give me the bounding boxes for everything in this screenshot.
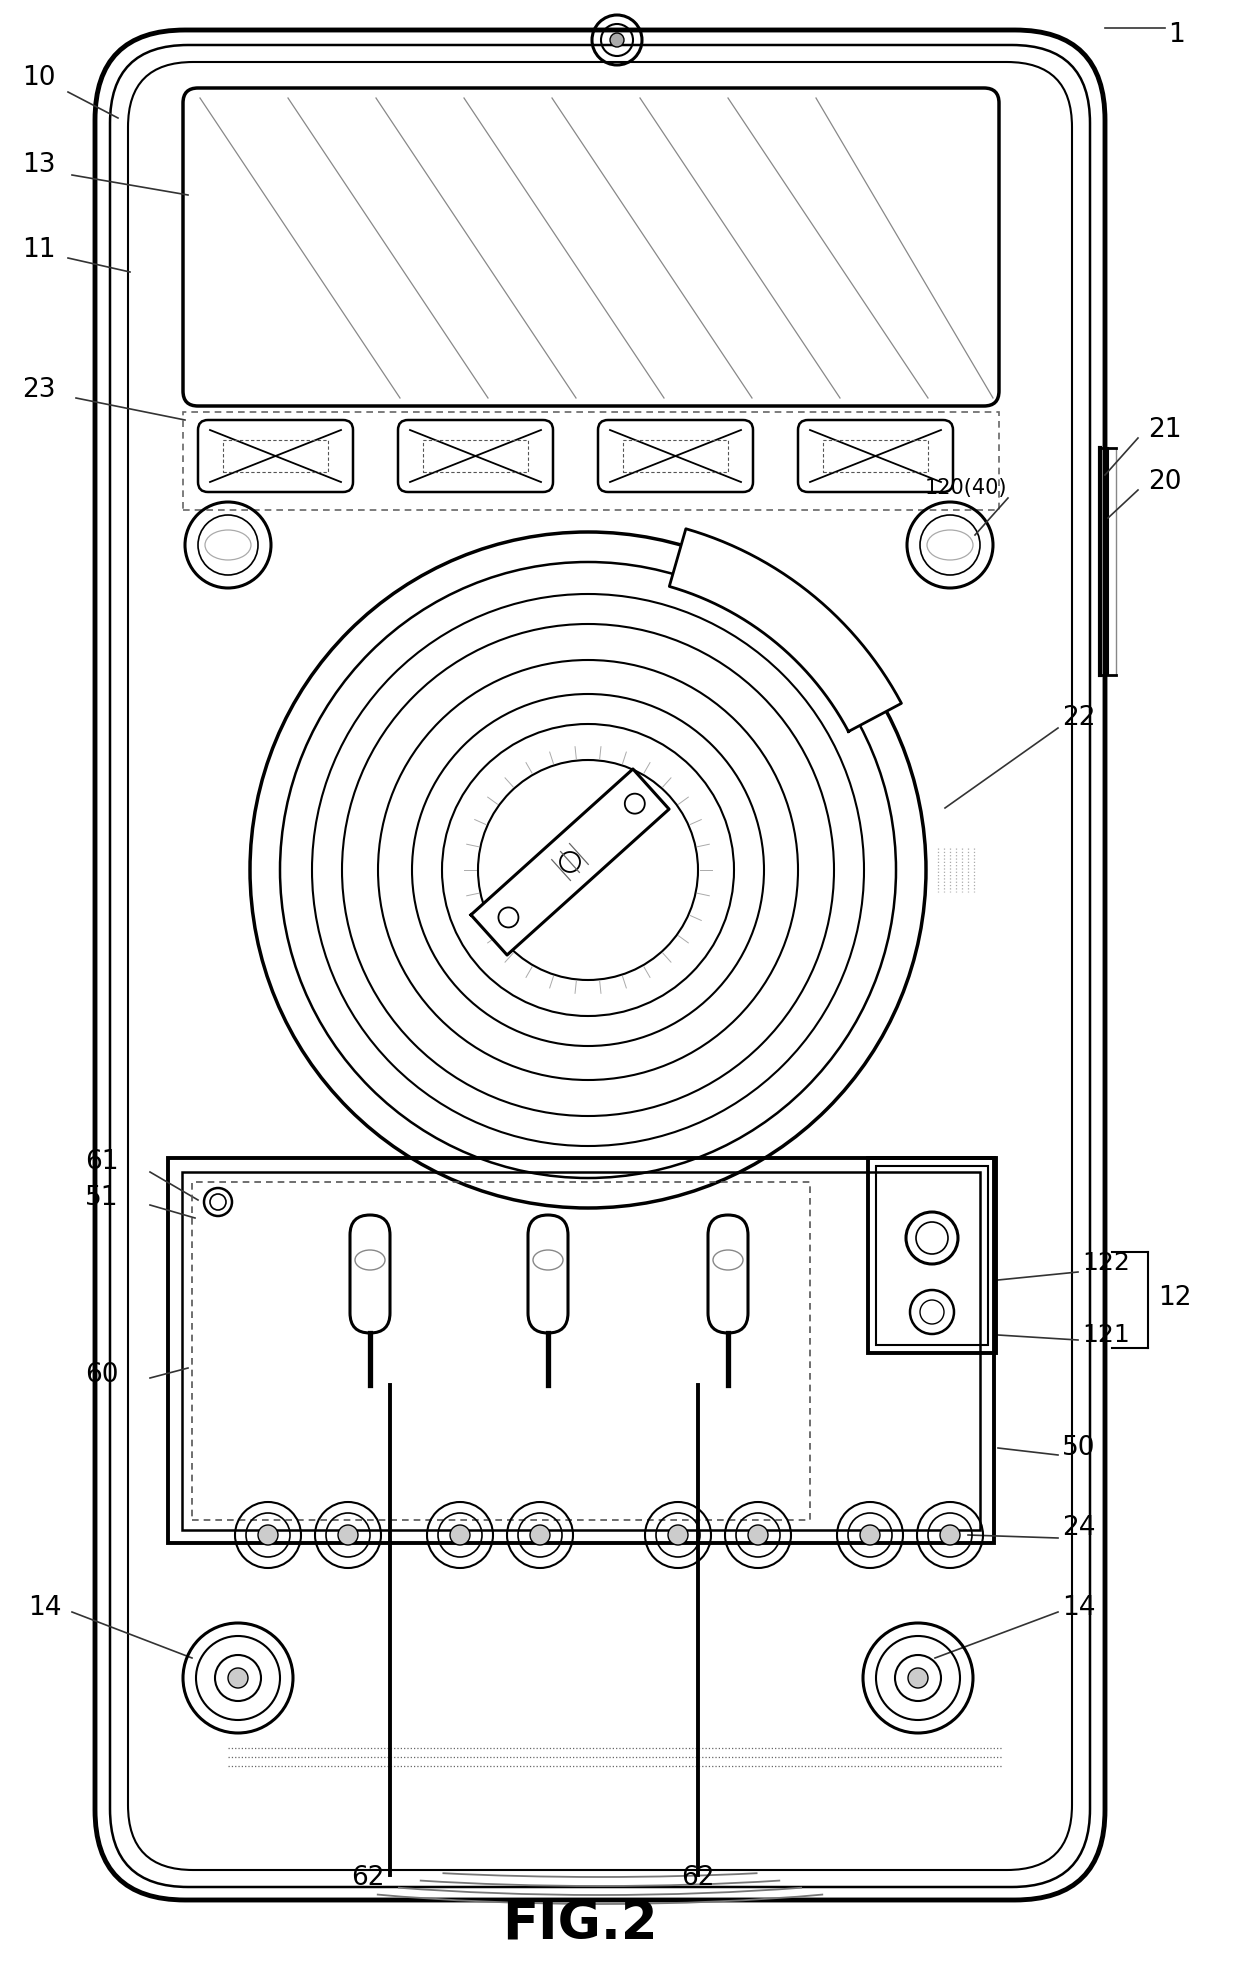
Polygon shape (670, 528, 901, 732)
Text: 50: 50 (1061, 1435, 1095, 1460)
Text: 10: 10 (22, 65, 56, 90)
Bar (184, 412, 999, 510)
Text: 51: 51 (86, 1186, 119, 1211)
Circle shape (748, 1525, 768, 1545)
Bar (192, 1182, 810, 1519)
Text: 13: 13 (22, 151, 56, 179)
Text: 120(40): 120(40) (925, 479, 1007, 499)
Circle shape (228, 1669, 248, 1688)
Bar (875, 1166, 988, 1345)
Bar (167, 1158, 994, 1543)
Text: 121: 121 (1083, 1323, 1130, 1347)
Text: 62: 62 (351, 1865, 384, 1890)
Text: 14: 14 (29, 1596, 62, 1621)
Text: 24: 24 (1061, 1515, 1095, 1541)
Polygon shape (471, 769, 670, 956)
Text: 62: 62 (681, 1865, 714, 1890)
Bar (423, 440, 528, 471)
Bar (622, 440, 728, 471)
Text: 21: 21 (1148, 416, 1182, 444)
Circle shape (908, 1669, 928, 1688)
Text: 11: 11 (22, 238, 56, 263)
Circle shape (610, 33, 624, 47)
Circle shape (861, 1525, 880, 1545)
Text: 122: 122 (1083, 1250, 1130, 1276)
Text: 61: 61 (86, 1148, 119, 1176)
Text: 20: 20 (1148, 469, 1182, 495)
Bar (823, 440, 928, 471)
Text: 14: 14 (1061, 1596, 1095, 1621)
Circle shape (529, 1525, 551, 1545)
Bar (182, 1172, 980, 1529)
Circle shape (258, 1525, 278, 1545)
Circle shape (668, 1525, 688, 1545)
Text: FIG.2: FIG.2 (502, 1898, 657, 1951)
Bar (868, 1158, 996, 1353)
Circle shape (450, 1525, 470, 1545)
Text: 23: 23 (22, 377, 56, 402)
Bar (223, 440, 329, 471)
Text: 12: 12 (1158, 1286, 1192, 1311)
Text: 1: 1 (1168, 22, 1184, 47)
Text: 22: 22 (1061, 705, 1095, 730)
Circle shape (940, 1525, 960, 1545)
Circle shape (339, 1525, 358, 1545)
Text: 60: 60 (86, 1362, 119, 1388)
